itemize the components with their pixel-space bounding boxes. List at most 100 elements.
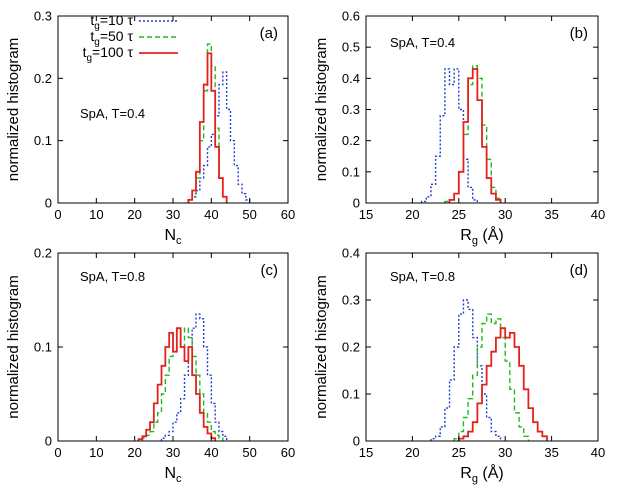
x-tick-label: 35 <box>544 445 558 460</box>
legend-entry: tg=100 τ <box>83 44 134 64</box>
x-axis-label-unit: (Å) <box>478 225 504 244</box>
chart-panel-a: 0 10 20 30 40 50 60 0 0.1 0.2 0.3 Nc normalized hist… <box>5 9 295 248</box>
x-axis-label-sub: g <box>472 473 478 485</box>
y-tick-label: 0.3 <box>342 293 360 308</box>
x-tick-label: 20 <box>127 445 141 460</box>
x-tick-label: 30 <box>498 207 512 222</box>
x-axis-label: Rg (Å) <box>460 463 503 485</box>
y-tick-label: 0.2 <box>34 246 52 261</box>
x-tick-label: 0 <box>54 445 61 460</box>
y-tick-label: 0 <box>45 196 52 211</box>
x-tick-label: 35 <box>544 207 558 222</box>
chart-panel-b: 15 20 25 30 35 40 0 0.1 0.2 0.3 0.4 0.5 0.6 Rg (Å) nor… <box>313 9 605 248</box>
x-axis-label: Nc <box>164 465 182 485</box>
y-tick-label: 0.1 <box>34 133 52 148</box>
x-axis-label-sub: g <box>472 235 478 247</box>
legend-entry: tg=10 τ <box>90 12 133 32</box>
x-tick-label: 10 <box>89 207 103 222</box>
chart-panel-c: 0 10 20 30 40 50 60 0 0.1 0.2 Nc normalized histogr… <box>5 246 295 486</box>
x-tick-label: 50 <box>242 445 256 460</box>
y-tick-label: 0.2 <box>342 133 360 148</box>
series-line-0 <box>160 313 228 441</box>
x-tick-label: 20 <box>405 445 419 460</box>
y-tick-label: 0.3 <box>34 9 52 24</box>
y-tick-label: 0.1 <box>342 387 360 402</box>
legend-entry-var: t <box>90 28 94 44</box>
x-tick-label: 20 <box>127 207 141 222</box>
x-tick-label: 20 <box>405 207 419 222</box>
annotation: SpA, T=0.8 <box>80 269 145 284</box>
x-axis-label-main: R <box>460 465 472 482</box>
y-tick-label: 0.1 <box>34 340 52 355</box>
y-tick-label: 0.1 <box>342 164 360 179</box>
x-tick-label: 10 <box>89 445 103 460</box>
x-axis-label-unit: (Å) <box>478 463 504 482</box>
legend-entry-var: t <box>90 12 94 28</box>
x-tick-label: 60 <box>281 445 295 460</box>
x-tick-label: 30 <box>498 445 512 460</box>
panel-label: (d) <box>570 262 588 279</box>
series-line-2 <box>448 68 502 203</box>
legend-entry-sub: g <box>86 53 92 64</box>
series-line-0 <box>420 68 479 203</box>
panel-label: (c) <box>261 262 279 279</box>
y-tick-label: 0 <box>353 434 360 449</box>
legend-entry-var: t <box>83 44 87 60</box>
y-tick-label: 0 <box>45 434 52 449</box>
x-axis-label-main: R <box>460 227 472 244</box>
x-axis-label-main: N <box>164 227 176 244</box>
panel-label: (a) <box>260 25 278 42</box>
x-tick-label: 40 <box>591 445 605 460</box>
annotation: SpA, T=0.8 <box>390 269 455 284</box>
y-tick-label: 0.5 <box>342 40 360 55</box>
y-tick-label: 0.2 <box>342 340 360 355</box>
x-tick-label: 0 <box>54 207 61 222</box>
legend-entry: tg=50 τ <box>90 28 133 48</box>
x-tick-label: 50 <box>242 207 256 222</box>
x-axis-label-sub: c <box>176 473 182 485</box>
series-line-2 <box>137 327 217 441</box>
x-axis-label-main: N <box>164 465 176 482</box>
x-tick-label: 25 <box>452 445 466 460</box>
legend-entry-value: =50 τ <box>100 28 134 44</box>
series-line-2 <box>457 327 548 441</box>
x-tick-label: 40 <box>591 207 605 222</box>
x-tick-label: 25 <box>452 207 466 222</box>
series-line-2 <box>187 52 228 203</box>
annotation: SpA, T=0.4 <box>390 35 455 50</box>
annotation: SpA, T=0.4 <box>80 106 145 121</box>
x-tick-label: 30 <box>166 207 180 222</box>
y-tick-label: 0.6 <box>342 9 360 24</box>
y-axis-label: normalized histogram <box>313 38 330 181</box>
legend: tg=10 τtg=50 τtg=100 τ <box>83 12 178 64</box>
series-line-0 <box>187 71 251 203</box>
legend-entry-value: =10 τ <box>100 12 134 28</box>
y-tick-label: 0.3 <box>342 102 360 117</box>
y-axis-label: normalized histogram <box>313 275 330 418</box>
x-axis-label: Rg (Å) <box>460 225 503 247</box>
series-line-1 <box>141 327 224 441</box>
series-line-1 <box>444 65 502 203</box>
x-tick-label: 40 <box>204 207 218 222</box>
y-axis-label: normalized histogram <box>5 38 22 181</box>
x-axis-label-sub: c <box>176 235 182 247</box>
y-axis-label: normalized histogram <box>5 275 22 418</box>
y-tick-label: 0.4 <box>342 246 360 261</box>
x-axis-label: Nc <box>164 227 182 247</box>
series-line-0 <box>430 299 502 441</box>
x-tick-label: 40 <box>204 445 218 460</box>
y-tick-label: 0.2 <box>34 71 52 86</box>
chart-panel-d: 15 20 25 30 35 40 0 0.1 0.2 0.3 0.4 Rg (Å) normalize… <box>313 246 605 486</box>
y-tick-label: 0 <box>353 196 360 211</box>
legend-entry-sub: g <box>94 21 100 32</box>
panel-label: (b) <box>570 25 588 42</box>
series-line-1 <box>453 313 530 441</box>
x-tick-label: 30 <box>166 445 180 460</box>
x-tick-label: 60 <box>281 207 295 222</box>
legend-entry-value: =100 τ <box>92 44 133 60</box>
x-tick-label: 15 <box>359 445 373 460</box>
legend-entry-sub: g <box>94 37 100 48</box>
x-tick-label: 15 <box>359 207 373 222</box>
y-tick-label: 0.4 <box>342 71 360 86</box>
